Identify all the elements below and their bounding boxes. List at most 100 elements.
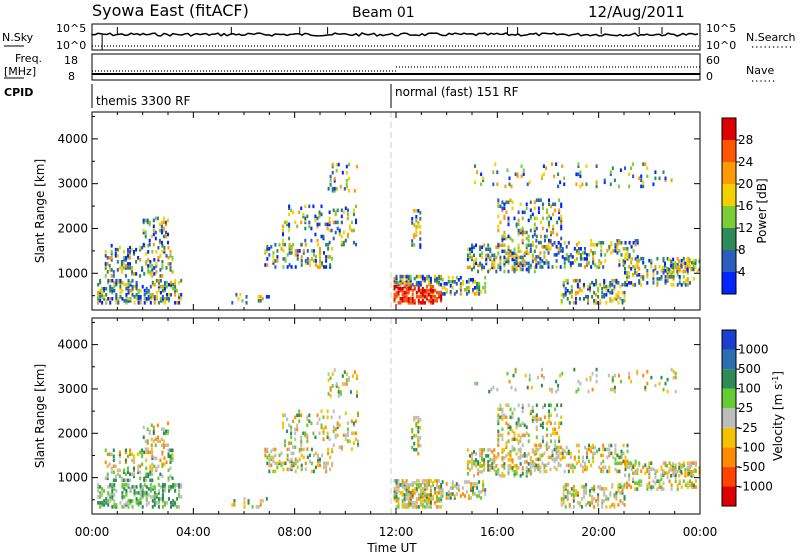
echo-cell <box>475 257 478 262</box>
echo-cell <box>338 232 341 237</box>
echo-cell <box>662 472 665 476</box>
echo-cell <box>619 379 622 384</box>
echo-cell <box>111 297 114 301</box>
echo-cell <box>290 431 293 436</box>
echo-cell <box>571 465 574 470</box>
echo-cell <box>527 251 530 256</box>
echo-cell <box>692 267 695 272</box>
echo-cell <box>622 451 625 456</box>
echo-cell <box>583 489 586 493</box>
echo-cell <box>429 485 432 489</box>
echo-cell <box>129 288 132 293</box>
echo-cell <box>421 491 424 495</box>
echo-cell <box>560 503 563 507</box>
echo-cell <box>393 280 396 285</box>
echo-cell <box>684 483 687 487</box>
echo-cell <box>511 257 514 262</box>
echo-cell <box>676 269 679 274</box>
echo-cell <box>666 475 669 479</box>
echo-cell <box>559 265 562 269</box>
echo-cell <box>584 265 587 269</box>
echo-cell <box>111 485 114 489</box>
echo-cell <box>124 258 127 262</box>
echo-cell <box>646 487 649 491</box>
echo-cell <box>632 162 635 166</box>
echo-cell <box>133 472 136 477</box>
echo-cell <box>527 238 530 243</box>
echo-cell <box>145 290 148 295</box>
echo-cell <box>652 281 655 285</box>
echo-cell <box>407 485 410 489</box>
echo-cell <box>344 411 347 416</box>
echo-cell <box>310 226 313 231</box>
echo-cell <box>170 282 173 287</box>
echo-cell <box>550 433 553 438</box>
echo-cell <box>401 485 404 489</box>
echo-cell <box>417 497 420 501</box>
echo-cell <box>666 256 669 261</box>
echo-cell <box>441 494 444 498</box>
echo-cell <box>340 214 343 219</box>
echo-cell <box>560 224 563 229</box>
echo-cell <box>509 198 512 202</box>
echo-cell <box>331 189 334 193</box>
echo-cell <box>618 469 621 474</box>
echo-cell <box>131 499 134 503</box>
echo-cell <box>440 299 443 303</box>
echo-cell <box>429 299 432 303</box>
echo-cell <box>162 427 165 432</box>
echo-cell <box>482 176 485 181</box>
echo-cell <box>395 295 398 299</box>
echo-cell <box>165 266 168 270</box>
echo-cell <box>548 419 551 424</box>
echo-cell <box>598 259 601 263</box>
echo-cell <box>597 485 600 489</box>
echo-cell <box>129 280 132 285</box>
echo-cell <box>548 220 551 225</box>
colorbar-tick-label: 24 <box>738 155 753 169</box>
echo-cell <box>438 274 441 279</box>
echo-cell <box>278 453 281 458</box>
echo-cell <box>355 431 358 436</box>
echo-cell <box>521 232 524 237</box>
echo-cell <box>304 433 307 438</box>
echo-cell <box>600 245 603 249</box>
echo-cell <box>419 425 422 430</box>
echo-cell <box>466 257 469 262</box>
echo-cell <box>290 435 293 440</box>
echo-cell <box>455 282 458 286</box>
echo-cell <box>151 295 154 299</box>
echo-cell <box>579 381 582 386</box>
echo-cell <box>551 162 554 166</box>
echo-cell <box>161 489 164 493</box>
echo-cell <box>153 487 156 491</box>
echo-cell <box>438 505 441 509</box>
echo-cell <box>517 222 520 227</box>
echo-cell <box>280 247 283 251</box>
echo-cell <box>317 463 320 468</box>
echo-cell <box>151 495 154 499</box>
echo-cell <box>351 374 354 378</box>
echo-cell <box>501 208 504 213</box>
echo-cell <box>595 282 598 287</box>
echo-cell <box>630 467 633 472</box>
echo-cell <box>172 499 175 503</box>
echo-cell <box>672 283 675 287</box>
nsky-label: N.Sky <box>2 31 34 44</box>
echo-cell <box>662 481 665 485</box>
echo-cell <box>282 421 285 426</box>
echo-cell <box>393 479 396 483</box>
echo-cell <box>104 264 107 268</box>
echo-cell <box>97 495 100 499</box>
echo-cell <box>148 431 151 436</box>
echo-cell <box>603 278 606 283</box>
echo-cell <box>417 299 420 303</box>
echo-cell <box>409 499 412 503</box>
echo-cell <box>650 461 653 465</box>
echo-cell <box>611 485 614 489</box>
echo-cell <box>481 458 484 462</box>
echo-cell <box>97 301 100 305</box>
echo-cell <box>137 468 140 473</box>
echo-cell <box>125 282 128 287</box>
echo-cell <box>621 485 624 489</box>
